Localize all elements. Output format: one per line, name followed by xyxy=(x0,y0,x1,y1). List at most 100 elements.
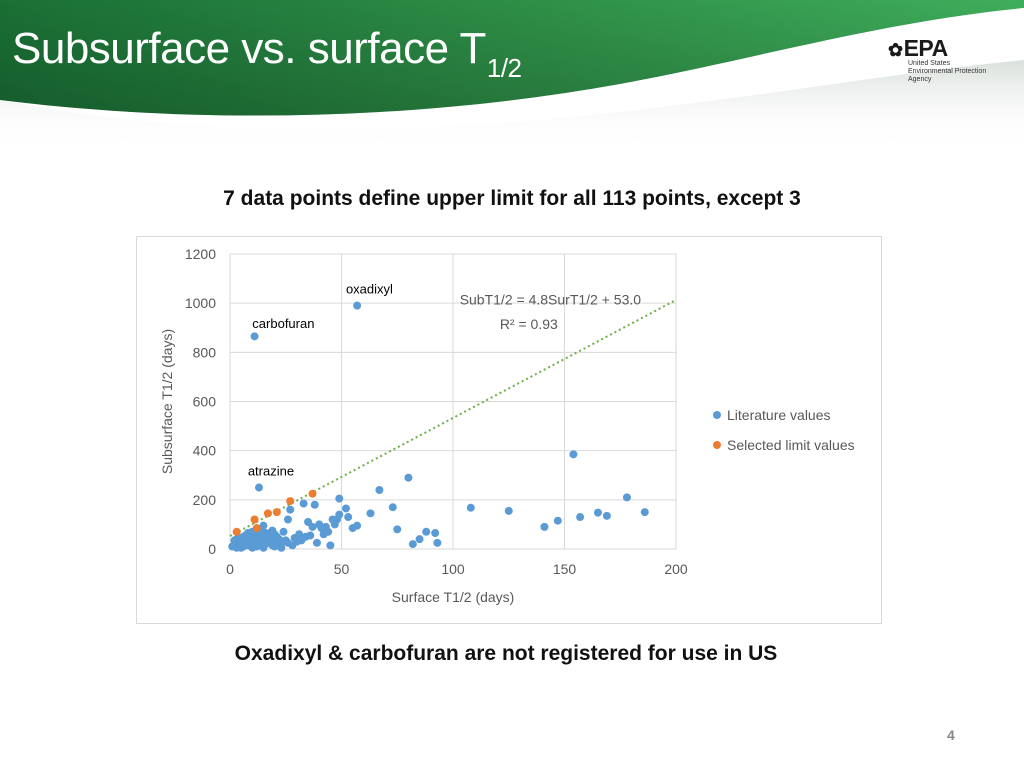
annotation-layer: oxadixyl carbofuran atrazine xyxy=(248,281,393,478)
trendline-layer: SubT1/2 = 4.8SurT1/2 + 53.0 R² = 0.93 xyxy=(229,291,677,537)
page-number: 4 xyxy=(947,727,955,743)
epa-agency-name: United States Environmental Protection A… xyxy=(908,60,986,84)
literature-point xyxy=(344,513,353,522)
subtitle-top: 7 data points define upper limit for all… xyxy=(223,187,801,210)
literature-point xyxy=(324,527,333,536)
annotation-carbofuran: carbofuran xyxy=(252,316,314,331)
selected-limit-point xyxy=(286,497,295,506)
legend-label-0: Literature values xyxy=(727,407,831,423)
slide-title: Subsurface vs. surface T1/2 xyxy=(12,24,522,83)
selected-limit-point xyxy=(272,508,281,517)
literature-point xyxy=(254,535,263,544)
axis-layer: 0 200 400 600 800 1000 1200 0 50 100 150 200 Surface… xyxy=(159,246,688,605)
literature-point xyxy=(335,494,344,503)
literature-point xyxy=(640,508,649,517)
literature-point xyxy=(286,505,295,514)
literature-point xyxy=(353,521,362,530)
literature-point xyxy=(431,529,440,538)
literature-point xyxy=(553,516,562,525)
x-tick-label: 100 xyxy=(441,561,465,577)
literature-point xyxy=(283,515,292,524)
title-main: Subsurface vs. surface T xyxy=(12,24,486,73)
subtitle-bottom: Oxadixyl & carbofuran are not registered… xyxy=(234,642,778,665)
literature-point xyxy=(326,541,335,550)
annotation-atrazine: atrazine xyxy=(248,464,294,479)
y-axis-title: Subsurface T1/2 (days) xyxy=(159,329,175,474)
epa-logo-text: EPA xyxy=(903,35,949,61)
trendline-r-squared: R² = 0.93 xyxy=(500,316,558,332)
selected-limit-point xyxy=(232,527,241,536)
y-tick-label: 1000 xyxy=(185,295,216,311)
literature-point xyxy=(569,450,578,459)
selected-limit-point xyxy=(250,515,259,524)
literature-point xyxy=(375,486,384,494)
selected-limit-point xyxy=(252,524,261,533)
literature-point xyxy=(317,524,326,533)
x-axis-title: Surface T1/2 (days) xyxy=(392,589,515,605)
x-tick-label: 150 xyxy=(553,561,577,577)
literature-point xyxy=(622,493,631,502)
agency-line-1: United States xyxy=(908,60,951,67)
legend-marker-1 xyxy=(713,441,721,449)
literature-point xyxy=(366,509,375,518)
agency-line-2: Environmental Protection xyxy=(908,68,987,75)
literature-point xyxy=(243,529,252,538)
literature-point xyxy=(239,541,248,550)
scatter-chart: 0 200 400 600 800 1000 1200 0 50 100 150 200 Surface… xyxy=(159,246,855,605)
y-tick-label: 0 xyxy=(208,541,216,557)
literature-point xyxy=(404,473,413,482)
literature-point xyxy=(504,506,513,515)
literature-point xyxy=(602,511,611,520)
title-subscript: 1/2 xyxy=(486,53,522,83)
literature-point xyxy=(279,527,288,536)
literature-point xyxy=(330,520,339,529)
trendline-equation: SubT1/2 = 4.8SurT1/2 + 53.0 xyxy=(460,291,642,307)
literature-point xyxy=(299,499,308,508)
literature-point xyxy=(422,527,431,536)
literature-point xyxy=(576,513,585,522)
annotation-oxadixyl: oxadixyl xyxy=(346,281,393,296)
agency-line-3: Agency xyxy=(908,76,932,83)
literature-point xyxy=(308,522,317,531)
literature-point xyxy=(593,508,602,517)
legend-label-1: Selected limit values xyxy=(727,437,855,453)
literature-point xyxy=(268,526,277,535)
trendline xyxy=(229,299,677,537)
literature-point xyxy=(540,522,549,531)
y-tick-label: 600 xyxy=(193,394,217,410)
literature-point xyxy=(266,532,275,541)
epa-flower-icon: ✿ xyxy=(888,40,903,60)
literature-point xyxy=(270,538,279,547)
selected-limit-point xyxy=(263,509,272,518)
header-band xyxy=(0,0,1024,150)
y-tick-label: 400 xyxy=(193,443,217,459)
literature-point xyxy=(466,503,475,512)
literature-point xyxy=(408,540,417,549)
literature-point xyxy=(290,533,299,542)
selected-limit-point xyxy=(308,489,317,498)
literature-point xyxy=(433,538,442,547)
literature-point xyxy=(341,504,350,513)
y-tick-label: 800 xyxy=(193,344,217,360)
legend-marker-0 xyxy=(713,411,721,419)
literature-point xyxy=(388,503,397,512)
literature-point xyxy=(254,483,263,492)
literature-point xyxy=(393,525,402,534)
literature-point xyxy=(415,535,424,544)
literature-point xyxy=(353,301,362,310)
y-tick-label: 1200 xyxy=(185,246,216,262)
literature-point xyxy=(259,543,268,552)
points-layer xyxy=(228,301,649,552)
x-tick-label: 0 xyxy=(226,561,234,577)
literature-point xyxy=(250,332,259,341)
x-tick-label: 50 xyxy=(334,561,350,577)
literature-point xyxy=(279,537,288,546)
literature-point xyxy=(297,536,306,545)
literature-point xyxy=(277,543,286,552)
epa-logo-mark: ✿EPA xyxy=(888,36,948,62)
epa-logo: ✿EPA United States Environmental Protect… xyxy=(888,36,1008,86)
literature-point xyxy=(312,538,321,547)
literature-point xyxy=(230,536,239,545)
literature-point xyxy=(259,521,268,530)
x-tick-label: 200 xyxy=(664,561,688,577)
